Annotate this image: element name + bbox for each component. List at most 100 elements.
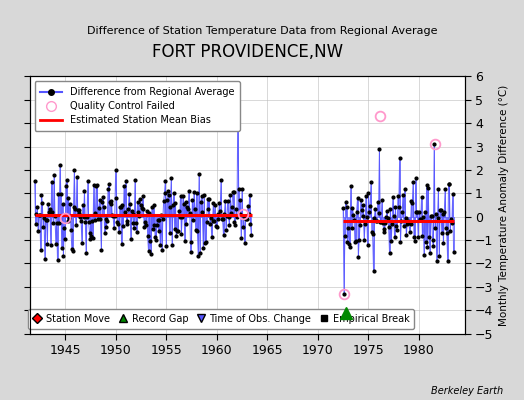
Point xyxy=(47,242,55,248)
Point xyxy=(138,204,146,211)
Point xyxy=(414,234,422,240)
Point xyxy=(46,206,54,212)
Point xyxy=(97,247,105,253)
Point xyxy=(192,190,201,196)
Point xyxy=(95,197,104,204)
Point xyxy=(365,209,374,215)
Point xyxy=(407,198,416,204)
Point xyxy=(422,182,431,188)
Point xyxy=(65,215,73,222)
Point xyxy=(115,229,123,235)
Point xyxy=(417,193,425,200)
Text: Difference of Station Temperature Data from Regional Average: Difference of Station Temperature Data f… xyxy=(87,26,437,36)
Point xyxy=(190,189,198,196)
Point xyxy=(143,208,151,214)
Point xyxy=(112,167,120,173)
Point xyxy=(163,188,172,194)
Point xyxy=(75,207,84,213)
Point xyxy=(236,197,245,204)
Point xyxy=(69,204,78,210)
Point xyxy=(95,205,103,212)
Point xyxy=(440,209,449,215)
Point xyxy=(408,200,417,206)
Point xyxy=(144,248,152,254)
Point xyxy=(411,175,420,181)
Point xyxy=(194,252,202,259)
Point xyxy=(83,214,91,220)
Point xyxy=(202,219,211,225)
Point xyxy=(178,214,187,221)
Point xyxy=(241,240,249,246)
Point xyxy=(381,220,389,226)
Point xyxy=(350,216,358,223)
Point xyxy=(163,196,171,203)
Point xyxy=(177,230,185,237)
Point xyxy=(50,171,58,178)
Point xyxy=(385,224,393,231)
Point xyxy=(196,199,205,205)
Point xyxy=(41,256,49,262)
Point xyxy=(82,250,90,256)
Point xyxy=(117,240,126,247)
Point xyxy=(392,223,400,230)
Point xyxy=(364,242,372,248)
Point xyxy=(422,239,430,246)
Point xyxy=(48,208,57,215)
Point xyxy=(139,206,148,212)
Point xyxy=(245,210,253,217)
Point xyxy=(93,182,101,188)
Point xyxy=(379,220,387,226)
Point xyxy=(362,192,370,199)
Point xyxy=(442,224,450,231)
Point xyxy=(398,209,406,216)
Point xyxy=(343,238,352,245)
Point xyxy=(170,226,179,232)
Point xyxy=(449,191,457,197)
Point xyxy=(151,234,159,240)
Point xyxy=(174,208,183,214)
Point xyxy=(33,204,41,210)
Point xyxy=(424,185,432,192)
Point xyxy=(245,192,254,199)
Point xyxy=(157,211,166,218)
Point xyxy=(173,228,181,234)
Point xyxy=(403,220,411,227)
Point xyxy=(445,180,454,187)
Point xyxy=(221,198,230,204)
Point xyxy=(421,208,429,215)
Point xyxy=(119,223,127,229)
Point xyxy=(58,201,67,207)
Point xyxy=(239,214,248,220)
Point xyxy=(226,192,234,199)
Point xyxy=(359,213,368,219)
Point xyxy=(89,235,97,242)
Point xyxy=(103,218,112,224)
Point xyxy=(191,226,200,233)
Point xyxy=(355,236,363,243)
Point xyxy=(45,209,53,216)
Point xyxy=(419,214,428,220)
Point xyxy=(174,228,182,234)
Point xyxy=(390,234,399,240)
Point xyxy=(348,204,357,211)
Point xyxy=(185,209,194,216)
Point xyxy=(132,219,140,226)
Point xyxy=(43,240,51,247)
Point xyxy=(394,193,402,199)
Point xyxy=(213,211,222,217)
Point xyxy=(105,198,114,205)
Point xyxy=(166,230,174,236)
Point xyxy=(32,211,41,217)
Point xyxy=(181,198,190,205)
Point xyxy=(169,202,177,208)
Point xyxy=(40,215,48,222)
Point xyxy=(217,177,225,184)
Point xyxy=(239,223,247,230)
Point xyxy=(235,186,243,193)
Point xyxy=(31,221,40,227)
Point xyxy=(225,222,234,228)
Point xyxy=(187,248,195,255)
Point xyxy=(447,216,455,222)
Point xyxy=(387,238,396,244)
Point xyxy=(412,209,421,216)
